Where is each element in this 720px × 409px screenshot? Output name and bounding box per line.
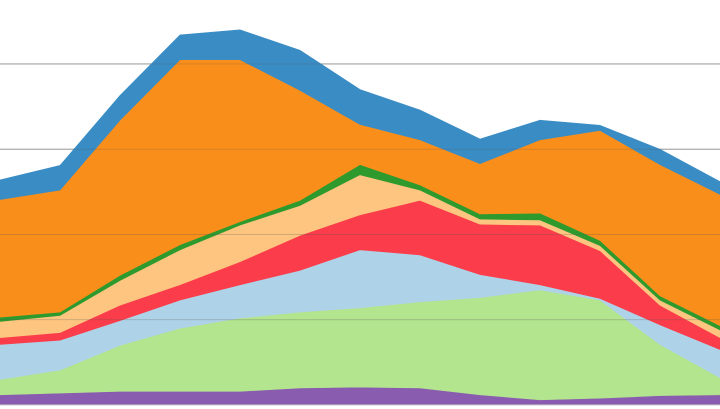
areas — [0, 29, 720, 406]
area — [0, 29, 720, 200]
